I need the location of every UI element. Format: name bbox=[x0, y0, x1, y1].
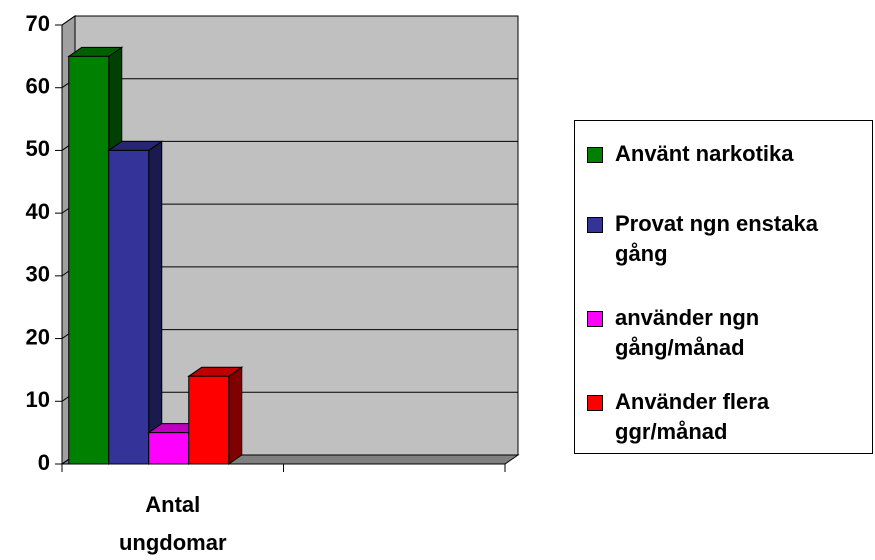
legend-swatch bbox=[587, 217, 603, 233]
grid-line bbox=[61, 15, 518, 26]
bar-front bbox=[148, 432, 190, 465]
y-tick-label: 20 bbox=[26, 324, 50, 349]
y-tick-label: 30 bbox=[26, 262, 50, 287]
legend-label: Använt narkotika bbox=[615, 141, 794, 166]
bar-front bbox=[108, 149, 150, 465]
bar bbox=[107, 140, 164, 465]
y-tick-label: 10 bbox=[26, 387, 50, 412]
y-tick-label: 70 bbox=[26, 11, 50, 36]
legend-label: Använder flera ggr/månad bbox=[615, 389, 776, 444]
legend-swatch bbox=[587, 311, 603, 327]
x-tick-label: Antal ungdomar bbox=[118, 492, 227, 555]
legend-swatch bbox=[587, 395, 603, 411]
legend-swatch bbox=[587, 147, 603, 163]
bar-front bbox=[68, 55, 110, 465]
y-tick-label: 0 bbox=[38, 450, 50, 475]
y-tick-label: 60 bbox=[26, 74, 50, 99]
bar-side bbox=[148, 140, 163, 465]
legend: Använt narkotika Provat ngn enstaka gång a… bbox=[574, 120, 873, 454]
y-tick-label: 40 bbox=[26, 199, 50, 224]
legend-label: använder ngn gång/månad bbox=[615, 305, 766, 360]
bar-front bbox=[188, 375, 230, 465]
legend-label: Provat ngn enstaka gång bbox=[615, 211, 831, 266]
bar bbox=[187, 366, 244, 465]
bar-side bbox=[228, 366, 243, 465]
y-tick-label: 50 bbox=[26, 136, 50, 161]
